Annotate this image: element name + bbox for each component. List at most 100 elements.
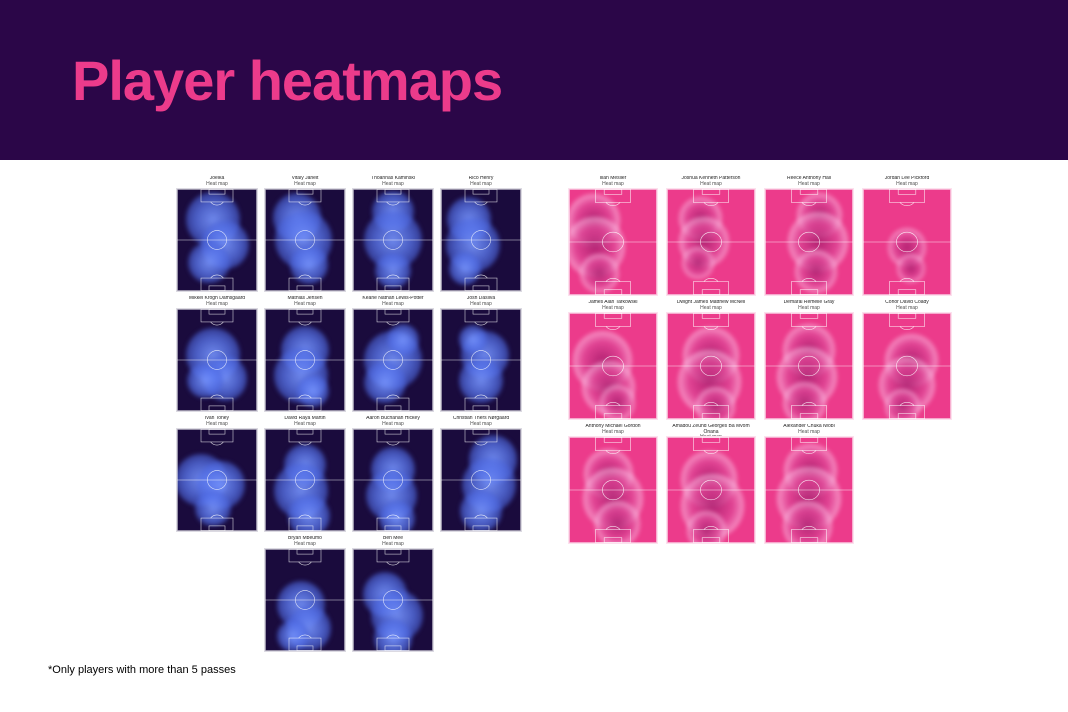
- pitch: [264, 308, 346, 412]
- heatmap-sublabel: Heat map: [764, 430, 854, 436]
- heatmap-cell: Conor David CoadyHeat map: [862, 300, 952, 420]
- heat-layer: [353, 309, 433, 411]
- heatmap-sublabel: Heat map: [862, 182, 952, 188]
- page-title: Player heatmaps: [0, 48, 502, 113]
- heatmap-cell: Dwight James Matthew McNeilHeat map: [666, 300, 756, 420]
- heatmap-sublabel: Heat map: [440, 422, 522, 428]
- heatmap-cell: Amadou Zeund Georges Ba Mvom OnanaHeat m…: [666, 424, 756, 544]
- heatmap-sublabel: Heat map: [176, 422, 258, 428]
- heat-layer: [863, 313, 951, 419]
- pitch: [862, 188, 952, 296]
- player-label: Christian Thers NørgaardHeat map: [440, 416, 522, 428]
- heatmap-sublabel: Heat map: [666, 182, 756, 188]
- heatmap-sublabel: Heat map: [568, 430, 658, 436]
- pitch: [264, 188, 346, 292]
- heatmap-sublabel: Heat map: [764, 182, 854, 188]
- heat-blob: [795, 250, 837, 292]
- heat-blob: [595, 501, 641, 544]
- heatmap-cell: Reece Anthony HallHeat map: [764, 176, 854, 296]
- heatmap-sublabel: Heat map: [568, 306, 658, 312]
- heatmap-sublabel: Heat map: [440, 302, 522, 308]
- content-area: JoelkaHeat map Vitaly JaneltHeat map Tho…: [0, 160, 1068, 712]
- heat-blob: [277, 620, 309, 652]
- player-label: Jordan Lee PickfordHeat map: [862, 176, 952, 188]
- player-label: Aaron Buchanan HickeyHeat map: [352, 416, 434, 428]
- heatmap-cell: Bryan MbeumoHeat map: [264, 536, 346, 652]
- heat-layer: [765, 437, 853, 543]
- heatmap-sublabel: Heat map: [176, 182, 258, 188]
- heatmap-cell: Vitaly JaneltHeat map: [264, 176, 346, 292]
- heat-blob: [379, 501, 414, 532]
- heat-layer: [569, 189, 657, 295]
- player-label: Demarai Remelle GrayHeat map: [764, 300, 854, 312]
- heat-layer: [265, 549, 345, 651]
- heatmap-sublabel: Heat map: [264, 302, 346, 308]
- player-label: Ben MeeHeat map: [352, 536, 434, 548]
- player-label: JoelkaHeat map: [176, 176, 258, 188]
- heatmap-cell: JoelkaHeat map: [176, 176, 258, 292]
- heat-layer: [667, 313, 755, 419]
- team-b-grid: Illan MeslierHeat map Joshua Kenneth Pat…: [568, 176, 952, 544]
- heatmap-sublabel: Heat map: [568, 182, 658, 188]
- heatmap-sublabel: Heat map: [764, 306, 854, 312]
- player-label: David Raya MartinHeat map: [264, 416, 346, 428]
- heatmap-cell: Josh DasilvaHeat map: [440, 296, 522, 412]
- player-label: Mathias JensenHeat map: [264, 296, 346, 308]
- heat-layer: [441, 429, 521, 531]
- heat-blob: [897, 254, 925, 282]
- pitch: [176, 188, 258, 292]
- player-label: Rico HenryHeat map: [440, 176, 522, 188]
- player-label: Keane Nathan Lewis-PotterHeat map: [352, 296, 434, 308]
- heat-layer: [441, 309, 521, 411]
- heat-layer: [569, 313, 657, 419]
- footnote-text: *Only players with more than 5 passes: [48, 664, 236, 676]
- heat-blob: [288, 495, 330, 532]
- pitch: [568, 188, 658, 296]
- heat-blob: [783, 382, 825, 420]
- heatmap-cell: Anthony Michael GordonHeat map: [568, 424, 658, 544]
- heat-blob: [188, 242, 230, 284]
- heat-layer: [177, 309, 257, 411]
- heatmap-cell: Aaron Buchanan HickeyHeat map: [352, 416, 434, 532]
- pitch: [764, 436, 854, 544]
- heat-blob: [297, 375, 329, 407]
- pitch: [666, 312, 756, 420]
- pitch: [176, 428, 258, 532]
- player-label: Anthony Michael GordonHeat map: [568, 424, 658, 436]
- heatmap-cell: James Alan TarkowskiHeat map: [568, 300, 658, 420]
- heat-layer: [265, 189, 345, 291]
- heatmap-cell: David Raya MartinHeat map: [264, 416, 346, 532]
- player-label: Mikkel Krogh DamsgaardHeat map: [176, 296, 258, 308]
- heatmap-cell: Alexander Chuka IwobiHeat map: [764, 424, 854, 544]
- player-label: Reece Anthony HallHeat map: [764, 176, 854, 188]
- player-label: Bryan MbeumoHeat map: [264, 536, 346, 548]
- heat-layer: [765, 189, 853, 295]
- pitch: [264, 548, 346, 652]
- pitch: [666, 436, 756, 544]
- heat-blob: [783, 501, 832, 544]
- heatmap-cell: Thoannas KaminskiHeat map: [352, 176, 434, 292]
- pitch: [440, 308, 522, 412]
- heat-blob: [374, 619, 412, 652]
- pitch: [352, 548, 434, 652]
- heat-layer: [353, 189, 433, 291]
- heatmap-sublabel: Heat map: [176, 302, 258, 308]
- heat-blob: [375, 253, 410, 288]
- pitch: [764, 188, 854, 296]
- pitch: [666, 188, 756, 296]
- heat-layer: [863, 189, 951, 295]
- pitch: [352, 188, 434, 292]
- heatmap-cell: Keane Nathan Lewis-PotterHeat map: [352, 296, 434, 412]
- heatmap-sublabel: Heat map: [264, 182, 346, 188]
- player-label: Dwight James Matthew McNeilHeat map: [666, 300, 756, 312]
- heat-layer: [265, 429, 345, 531]
- player-label: Ivan ToneyHeat map: [176, 416, 258, 428]
- player-label: James Alan TarkowskiHeat map: [568, 300, 658, 312]
- heat-blob: [460, 490, 502, 532]
- heat-blob: [580, 254, 619, 293]
- heatmap-sublabel: Heat map: [352, 422, 434, 428]
- heat-layer: [353, 549, 433, 651]
- heat-blob: [885, 389, 920, 420]
- heat-layer: [353, 429, 433, 531]
- heat-layer: [667, 189, 755, 295]
